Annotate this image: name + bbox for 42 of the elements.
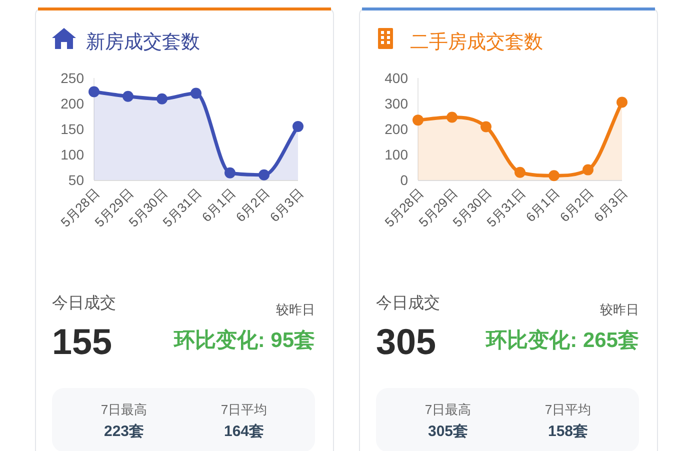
chart-title: 二手房成交套数 xyxy=(410,31,543,53)
text: 较昨日 xyxy=(600,302,639,317)
point xyxy=(292,120,304,132)
y-tick-label: 50 xyxy=(68,172,84,188)
point xyxy=(616,96,628,108)
text: 305套 xyxy=(428,423,468,440)
text: 155 xyxy=(52,321,112,362)
text: 较昨日 xyxy=(276,302,315,317)
point xyxy=(446,112,458,123)
point xyxy=(548,170,560,182)
text: 今日成交 xyxy=(376,294,440,312)
point xyxy=(156,93,168,104)
y-tick-label: 100 xyxy=(60,146,84,162)
text: 今日成交 xyxy=(52,294,116,312)
point xyxy=(514,166,526,178)
text: 164套 xyxy=(224,423,264,440)
point xyxy=(582,164,594,176)
point xyxy=(122,90,134,102)
text: 158套 xyxy=(548,423,588,440)
text: 7日最高 xyxy=(100,402,148,417)
y-tick-label: 200 xyxy=(60,96,84,112)
chart-title: 新房成交套数 xyxy=(86,31,200,53)
text: 7日平均 xyxy=(220,402,268,417)
text: 7日平均 xyxy=(544,402,592,417)
y-tick-label: 400 xyxy=(384,70,408,86)
point xyxy=(224,167,236,178)
text: 305 xyxy=(376,321,436,362)
point xyxy=(190,88,202,99)
point xyxy=(412,114,424,126)
y-tick-label: 250 xyxy=(60,70,84,86)
point xyxy=(88,86,100,98)
point xyxy=(480,121,492,132)
point xyxy=(258,169,270,180)
y-tick-label: 300 xyxy=(384,96,408,112)
y-tick-label: 200 xyxy=(384,121,408,137)
text: 7日最高 xyxy=(424,402,472,417)
text: 223套 xyxy=(104,423,144,440)
text: 环比变化: 265套 xyxy=(485,328,639,352)
y-tick-label: 150 xyxy=(60,121,84,137)
text: 环比变化: 95套 xyxy=(172,328,315,352)
y-tick-label: 0 xyxy=(400,172,408,188)
y-tick-label: 100 xyxy=(384,146,408,162)
